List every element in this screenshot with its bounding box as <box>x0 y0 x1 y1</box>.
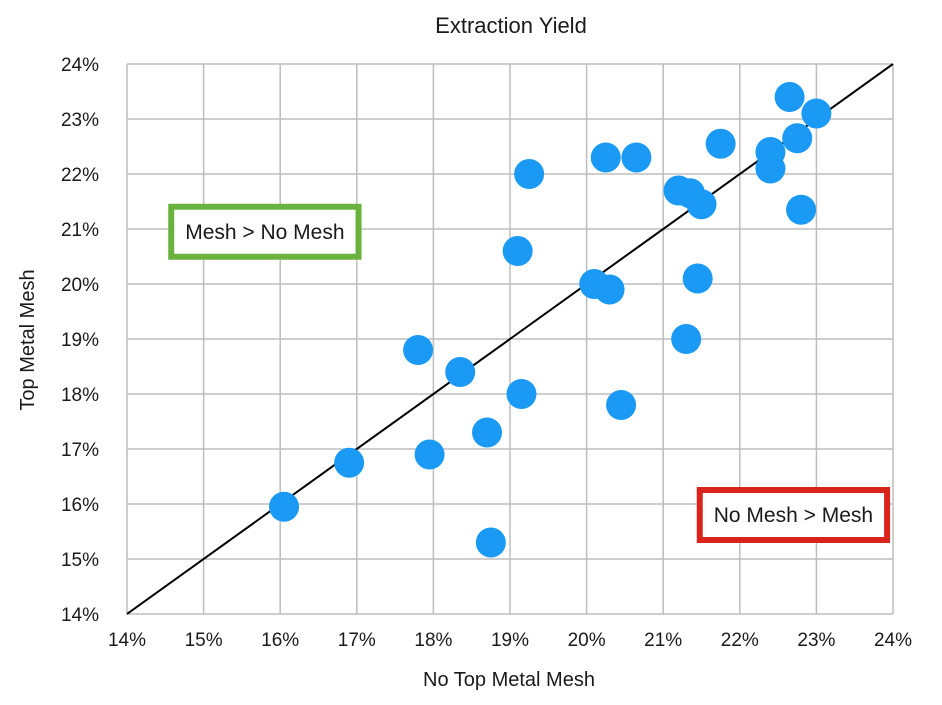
data-point <box>269 491 300 522</box>
x-tick-label: 17% <box>338 630 376 651</box>
data-point <box>621 142 652 173</box>
x-tick-label: 19% <box>491 630 529 651</box>
data-point <box>606 390 637 420</box>
data-point <box>475 527 506 558</box>
y-tick-label: 14% <box>61 605 99 626</box>
x-tick-label: 16% <box>261 630 299 651</box>
data-point <box>590 142 621 173</box>
data-point <box>682 263 713 294</box>
data-point <box>502 236 533 266</box>
annotations: Mesh > No Mesh No Mesh > Mesh <box>168 203 891 543</box>
x-axis-title: No Top Metal Mesh <box>423 669 595 691</box>
annotation-box: Mesh > No Mesh <box>168 203 362 260</box>
x-tick-label: 24% <box>874 630 912 651</box>
data-point <box>334 447 365 478</box>
data-point <box>705 128 736 159</box>
data-point <box>414 439 445 470</box>
x-axis-ticks: 14% 15% 16% 17% 18% 19% 20% 21% 22% 23% 24% <box>108 630 912 651</box>
y-tick-label: 19% <box>61 330 99 351</box>
annotation-border <box>168 203 362 260</box>
data-points <box>269 82 832 558</box>
x-tick-label: 21% <box>644 630 682 651</box>
x-tick-label: 14% <box>108 630 146 651</box>
chart-title: Extraction Yield <box>435 13 587 38</box>
y-axis-ticks: 14% 15% 16% 17% 18% 19% 20% 21% 22% 23% 24% <box>61 55 99 626</box>
data-point <box>686 189 717 220</box>
annotation-box: No Mesh > Mesh <box>696 487 891 543</box>
data-point <box>514 159 545 189</box>
data-point <box>786 194 817 225</box>
y-tick-label: 16% <box>61 495 99 516</box>
data-point <box>755 153 786 184</box>
y-axis-title: Top Metal Mesh <box>17 269 39 410</box>
y-tick-label: 23% <box>61 110 99 131</box>
y-tick-label: 24% <box>61 55 99 76</box>
data-point <box>671 324 702 354</box>
data-point <box>801 98 832 129</box>
y-tick-label: 21% <box>61 220 99 241</box>
y-tick-label: 18% <box>61 385 99 406</box>
x-tick-label: 15% <box>185 630 223 651</box>
annotation-border <box>696 487 891 543</box>
x-tick-label: 20% <box>568 630 606 651</box>
annotation-label: No Mesh > Mesh <box>714 504 873 527</box>
data-point <box>506 379 537 409</box>
data-point <box>774 82 805 112</box>
y-tick-label: 15% <box>61 550 99 571</box>
annotation-label: Mesh > No Mesh <box>185 221 344 244</box>
data-point <box>594 274 625 305</box>
y-tick-label: 20% <box>61 275 99 296</box>
y-tick-label: 22% <box>61 165 99 186</box>
data-point <box>472 417 503 448</box>
x-tick-label: 23% <box>797 630 835 651</box>
data-point <box>403 335 434 365</box>
data-point <box>782 123 813 154</box>
x-tick-label: 18% <box>414 630 452 651</box>
y-tick-label: 17% <box>61 440 99 461</box>
x-tick-label: 22% <box>721 630 759 651</box>
data-point <box>445 357 476 387</box>
